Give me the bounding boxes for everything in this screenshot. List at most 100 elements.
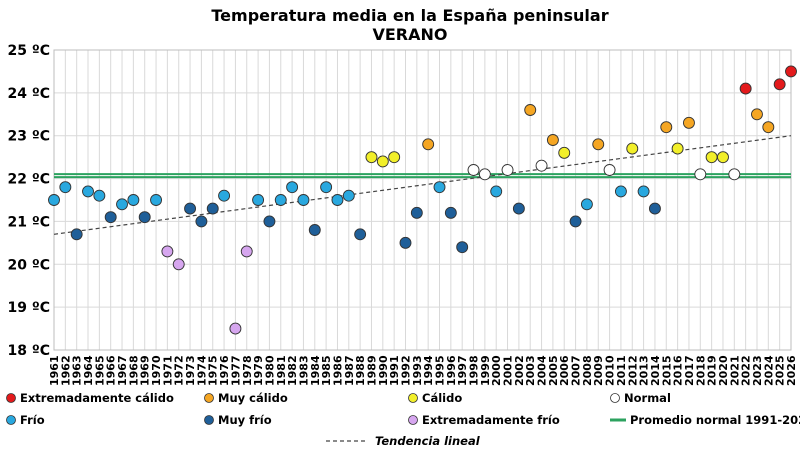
data-point-1991 (388, 151, 401, 164)
data-point-2006 (558, 146, 571, 159)
x-tick-label: 1998 (468, 355, 481, 386)
data-point-2013 (637, 185, 650, 198)
x-tick-label: 2020 (717, 355, 730, 386)
x-tick-label: 2022 (740, 355, 753, 386)
data-point-1962 (59, 181, 72, 194)
legend-swatch-extremadamente-calido (6, 393, 16, 403)
legend-label-frio: Frío (20, 413, 45, 427)
data-point-1974 (195, 215, 208, 228)
data-point-2015 (660, 121, 673, 134)
data-point-1990 (376, 155, 389, 168)
data-point-2014 (648, 202, 661, 215)
data-point-2004 (535, 159, 548, 172)
x-tick-label: 2025 (774, 355, 787, 386)
x-tick-label: 2009 (592, 355, 605, 386)
data-point-1982 (286, 181, 299, 194)
x-tick-label: 1976 (218, 355, 231, 386)
data-point-2008 (580, 198, 593, 211)
x-tick-label: 1963 (71, 355, 84, 386)
x-tick-label: 1975 (207, 355, 220, 386)
data-point-1969 (138, 211, 151, 224)
chart-subtitle: VERANO (372, 25, 447, 44)
y-tick-label: 20 ºC (7, 257, 50, 273)
x-tick-label: 2007 (570, 355, 583, 386)
legend-label-normal-line: Promedio normal 1991-2020 (630, 413, 800, 427)
data-point-2002 (512, 202, 525, 215)
x-tick-label: 2013 (638, 355, 651, 386)
data-point-2019 (705, 151, 718, 164)
legend: Extremadamente cálido Muy cálido Cálido Nor… (6, 391, 800, 448)
x-tick-label: 1982 (286, 355, 299, 386)
data-point-2025 (773, 78, 786, 91)
data-point-1973 (184, 202, 197, 215)
x-tick-label: 2000 (490, 355, 503, 386)
normal-line-layer (54, 173, 791, 179)
data-point-1996 (444, 206, 457, 219)
x-tick-label: 2014 (649, 355, 662, 386)
x-tick-label: 2012 (626, 355, 639, 386)
data-point-1997 (456, 241, 469, 254)
data-point-2022 (739, 82, 752, 95)
x-tick-label: 2026 (785, 355, 798, 386)
trend-line-layer (53, 135, 792, 235)
x-tick-label: 1992 (399, 355, 412, 386)
data-point-1968 (127, 194, 140, 206)
legend-label-calido: Cálido (422, 391, 462, 405)
x-tick-label: 1994 (422, 355, 435, 386)
data-point-1988 (354, 228, 367, 241)
x-tick-label: 2011 (615, 355, 628, 386)
legend-label-extremadamente-calido: Extremadamente cálido (20, 391, 174, 405)
data-point-1998 (467, 164, 480, 176)
data-point-1970 (150, 194, 162, 206)
data-point-2003 (524, 104, 537, 116)
data-point-2001 (501, 164, 514, 176)
data-points-layer (48, 65, 797, 335)
y-tick-label: 19 ºC (7, 300, 50, 316)
legend-label-extremadamente-frio: Extremadamente frío (422, 413, 560, 427)
axis-layer: 18 ºC 19 ºC 20 ºC 21 ºC 22 ºC 23 ºC 24 ºC 25 ºC… (7, 43, 798, 386)
legend-swatch-frio (6, 415, 16, 425)
data-point-2011 (614, 185, 627, 198)
data-point-1987 (342, 189, 355, 202)
y-tick-label: 24 ºC (7, 86, 50, 102)
chart-title: Temperatura media en la España peninsula… (211, 6, 608, 25)
x-tick-label: 2015 (660, 355, 673, 386)
data-point-2018 (694, 168, 707, 181)
x-tick-label: 1972 (173, 355, 186, 386)
data-point-1981 (274, 194, 287, 206)
data-point-1966 (104, 211, 117, 224)
y-tick-label: 22 ºC (7, 172, 50, 188)
legend-label-normal: Normal (624, 391, 671, 405)
y-tick-label: 21 ºC (7, 214, 50, 230)
x-tick-label: 1995 (434, 355, 447, 386)
x-tick-label: 1985 (320, 355, 333, 386)
x-tick-label: 1969 (139, 355, 152, 386)
x-tick-label: 2019 (706, 355, 719, 386)
data-point-2012 (626, 142, 639, 155)
data-point-1972 (172, 258, 185, 271)
data-point-1999 (478, 168, 491, 181)
x-tick-label: 1967 (116, 355, 129, 386)
x-tick-label: 2023 (751, 355, 764, 386)
x-tick-label: 1968 (127, 355, 140, 386)
data-point-2010 (603, 164, 616, 176)
legend-swatch-muy-frio (204, 415, 214, 425)
data-point-1986 (331, 194, 344, 206)
x-tick-label: 2016 (672, 355, 685, 386)
x-tick-label: 1996 (445, 355, 458, 386)
x-tick-label: 1981 (275, 355, 288, 386)
x-tick-label: 1964 (82, 355, 95, 386)
x-tick-label: 1999 (479, 355, 492, 386)
data-point-1965 (93, 189, 106, 202)
x-tick-label: 1970 (150, 355, 163, 386)
x-tick-label: 2024 (762, 355, 775, 386)
x-tick-label: 1977 (229, 355, 242, 386)
y-tick-label: 25 ºC (7, 43, 50, 59)
x-tick-label: 1974 (195, 355, 208, 386)
x-tick-label: 1988 (354, 355, 367, 386)
data-point-1964 (82, 185, 94, 198)
x-tick-label: 2002 (513, 355, 526, 386)
data-point-1992 (399, 236, 412, 249)
data-point-1977 (229, 322, 242, 335)
